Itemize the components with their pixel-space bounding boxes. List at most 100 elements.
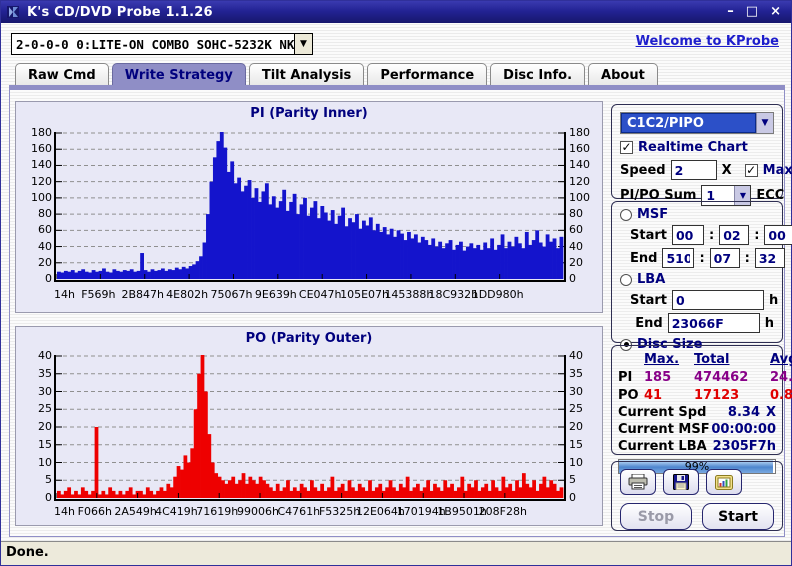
msf-start-min[interactable] — [671, 225, 704, 245]
drive-select-value: 2-0-0-0 0:LITE-ON COMBO SOHC-5232K NK07 — [16, 36, 294, 52]
speed-input[interactable] — [670, 160, 717, 180]
msf-end-label: End — [630, 250, 658, 266]
tab-write-strategy[interactable]: Write Strategy — [111, 63, 246, 85]
error-stats-table: Max. Total Avg PI 185 474462 24.660 PO 4… — [618, 352, 792, 403]
chevron-down-icon[interactable]: ▼ — [756, 113, 773, 133]
pi-chart: PI (Parity Inner) 0 20 40 60 80 100 120 140 160 1… — [15, 101, 603, 313]
max-label: Max — [762, 162, 792, 178]
chevron-down-icon[interactable]: ▼ — [294, 34, 312, 54]
hex-suffix: h — [768, 292, 779, 308]
pi-max-value: 185 — [644, 370, 672, 385]
msf-start-sec[interactable] — [719, 225, 750, 245]
pi-yaxis-right: 0 20 40 60 80 100 120 140 160 180 — [569, 126, 590, 285]
stop-button[interactable]: Stop — [620, 503, 692, 530]
pipo-sum-select[interactable]: 1 ▼ — [701, 185, 752, 206]
tab-strip: Raw Cmd Write Strategy Tilt Analysis Per… — [15, 63, 658, 85]
tab-disc-info[interactable]: Disc Info. — [490, 63, 586, 85]
pi-xaxis: 14h F569h 2B847h 4E802h 75067h 9E639h CE047h 10… — [54, 288, 524, 301]
hex-suffix: h — [764, 315, 774, 331]
pi-row-label: PI — [618, 370, 633, 385]
tab-about[interactable]: About — [588, 63, 658, 85]
save-icon — [673, 474, 689, 490]
pi-avg-value: 24.660 — [770, 370, 792, 385]
plot-area — [54, 355, 566, 501]
lba-start-input[interactable] — [671, 290, 764, 310]
actions-group: Stop Start — [611, 461, 783, 531]
print-button[interactable] — [620, 469, 656, 495]
current-spd-value: 8.34 — [727, 405, 760, 420]
tab-raw-cmd[interactable]: Raw Cmd — [15, 63, 109, 85]
disc-size-label: Disc Size — [637, 337, 703, 352]
msf-radio[interactable] — [620, 208, 632, 221]
disc-size-radio[interactable] — [620, 338, 632, 351]
max-checkbox[interactable]: ✓ — [744, 162, 758, 177]
speed-label: Speed — [620, 162, 666, 178]
mode-select[interactable]: C1C2/PIPO ▼ — [620, 112, 774, 134]
printer-icon — [628, 474, 648, 490]
pi-chart-title: PI (Parity Inner) — [250, 106, 368, 121]
msf-start-frame[interactable] — [764, 225, 792, 245]
stats-header-max: Max. — [644, 352, 680, 367]
msf-label: MSF — [637, 207, 669, 222]
colon-sep: : — [744, 250, 750, 266]
colon-sep: : — [699, 250, 705, 266]
po-total-value: 17123 — [694, 388, 740, 403]
lba-end-label: End — [635, 315, 663, 331]
window-title: K's CD/DVD Probe 1.1.26 — [27, 4, 213, 20]
ecc-label: ECC — [756, 188, 785, 203]
msf-start-label: Start — [630, 227, 667, 243]
lba-end-input[interactable] — [667, 313, 760, 333]
mode-select-value: C1C2/PIPO — [621, 113, 756, 133]
scan-range-group: MSF Start : : End : : LBA Start h — [611, 201, 792, 352]
lba-radio[interactable] — [620, 273, 632, 286]
current-msf-label: Current MSF — [618, 422, 710, 437]
pipo-sum-label: PI/PO Sum — [620, 188, 697, 203]
realtime-chart-checkbox[interactable]: ✓ — [620, 140, 633, 154]
minimize-button[interactable]: – — [727, 4, 734, 19]
status-text: Done. — [6, 545, 49, 560]
plot-area — [54, 132, 566, 282]
current-spd-label: Current Spd — [618, 405, 707, 420]
welcome-link[interactable]: Welcome to KProbe — [635, 34, 779, 49]
start-button[interactable]: Start — [702, 503, 774, 530]
po-row-label: PO — [618, 388, 639, 403]
pi-total-value: 474462 — [694, 370, 749, 385]
export-image-button[interactable] — [706, 469, 742, 495]
drive-select[interactable]: 2-0-0-0 0:LITE-ON COMBO SOHC-5232K NK07 … — [11, 33, 313, 55]
stats-header-total: Total — [694, 352, 730, 367]
colon-sep: : — [754, 227, 760, 243]
statistics-group: Max. Total Avg PI 185 474462 24.660 PO 4… — [611, 345, 792, 474]
tab-performance[interactable]: Performance — [367, 63, 488, 85]
msf-end-frame[interactable] — [754, 248, 785, 268]
app-icon — [7, 6, 19, 18]
chevron-down-icon[interactable]: ▼ — [734, 186, 751, 205]
save-button[interactable] — [663, 469, 699, 495]
current-spd-unit: X — [765, 405, 776, 420]
title-bar: K's CD/DVD Probe 1.1.26 – □ × — [1, 1, 791, 23]
lba-label: LBA — [637, 272, 666, 287]
speed-unit-label: X — [721, 162, 732, 178]
tab-tilt-analysis[interactable]: Tilt Analysis — [248, 63, 365, 85]
po-chart: PO (Parity Outer) 0 5 10 15 20 25 30 35 40 0 5 10 1… — [15, 326, 603, 526]
msf-end-min[interactable] — [662, 248, 695, 268]
current-lba-label: Current LBA — [618, 439, 707, 454]
po-avg-value: 0.890 — [770, 388, 792, 403]
status-bar: Done. — [1, 541, 791, 565]
po-max-value: 41 — [644, 388, 663, 403]
pipo-sum-value: 1 — [706, 188, 716, 203]
close-button[interactable]: × — [770, 4, 781, 19]
colon-sep: : — [708, 227, 715, 243]
chart-controls-group: C1C2/PIPO ▼ ✓ Realtime Chart Speed X ✓ M… — [611, 104, 792, 206]
po-chart-title: PO (Parity Outer) — [245, 331, 373, 346]
current-lba-value: 2305F7h — [712, 439, 776, 454]
realtime-chart-label: Realtime Chart — [638, 140, 748, 155]
export-image-icon — [715, 474, 733, 490]
current-msf-value: 00:00:00 — [711, 422, 776, 437]
maximize-button[interactable]: □ — [745, 4, 759, 19]
po-xaxis: 14h F066h 2A549h 4C419h 71619h 99006h C4761h F5… — [54, 505, 527, 518]
pi-yaxis-left: 0 20 40 60 80 100 120 140 160 180 — [31, 126, 52, 285]
msf-end-sec[interactable] — [709, 248, 740, 268]
stats-header-avg: Avg — [770, 352, 792, 367]
lba-start-label: Start — [630, 292, 667, 308]
